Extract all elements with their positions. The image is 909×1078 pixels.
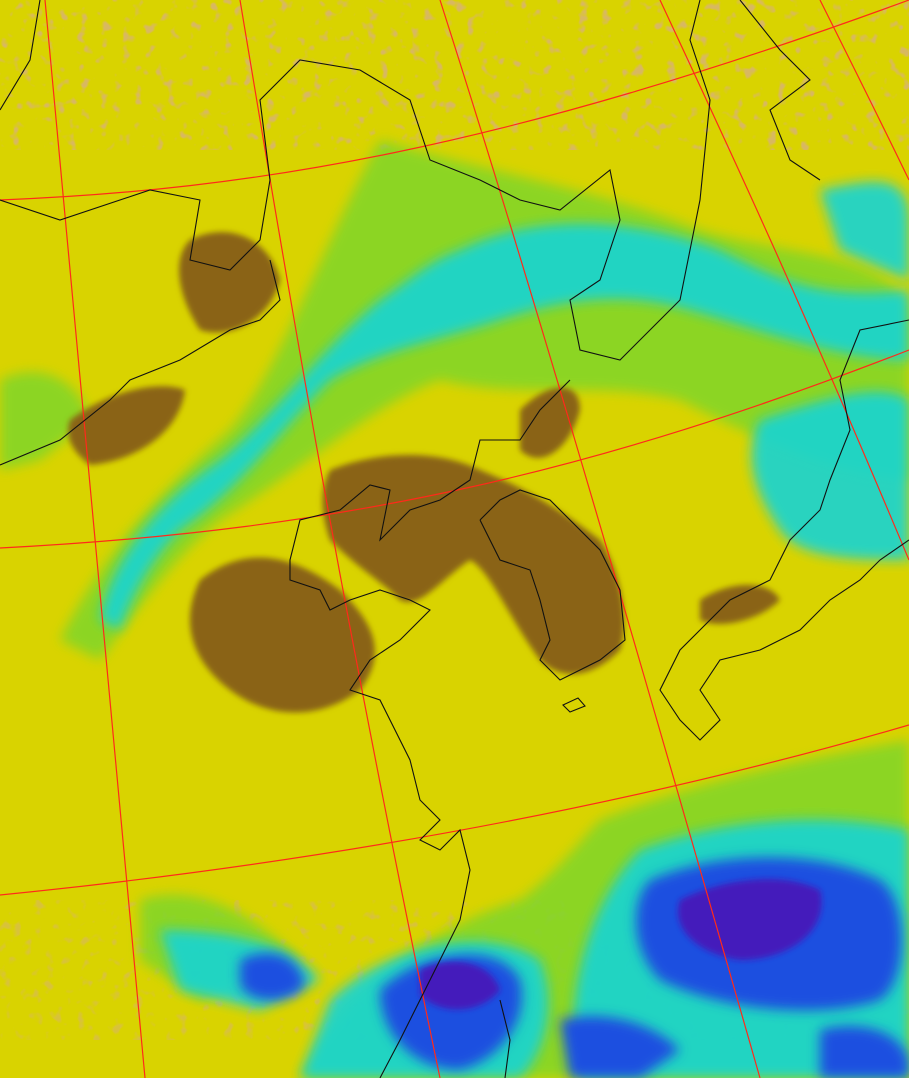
border-line — [0, 0, 711, 361]
border-line — [0, 0, 41, 111]
parallel-line — [0, 0, 909, 201]
island-jeju — [562, 697, 586, 713]
dry-regions — [68, 232, 780, 713]
meridian-line — [239, 0, 441, 1078]
border-line — [0, 259, 281, 466]
meridian-line — [659, 0, 909, 561]
meridian-line — [439, 0, 761, 1078]
parallel-line — [0, 349, 909, 549]
coastline-taiwan — [499, 999, 511, 1078]
speckle-north — [0, 0, 909, 150]
coastline-bohai — [289, 379, 571, 1078]
moisture-peak — [420, 879, 822, 1010]
meridian-line — [819, 0, 909, 181]
border-line — [739, 0, 821, 181]
parallel-line — [0, 724, 909, 896]
meridian-line — [44, 0, 146, 1078]
coastline-japan — [659, 319, 909, 741]
coastline-korea — [479, 489, 626, 681]
